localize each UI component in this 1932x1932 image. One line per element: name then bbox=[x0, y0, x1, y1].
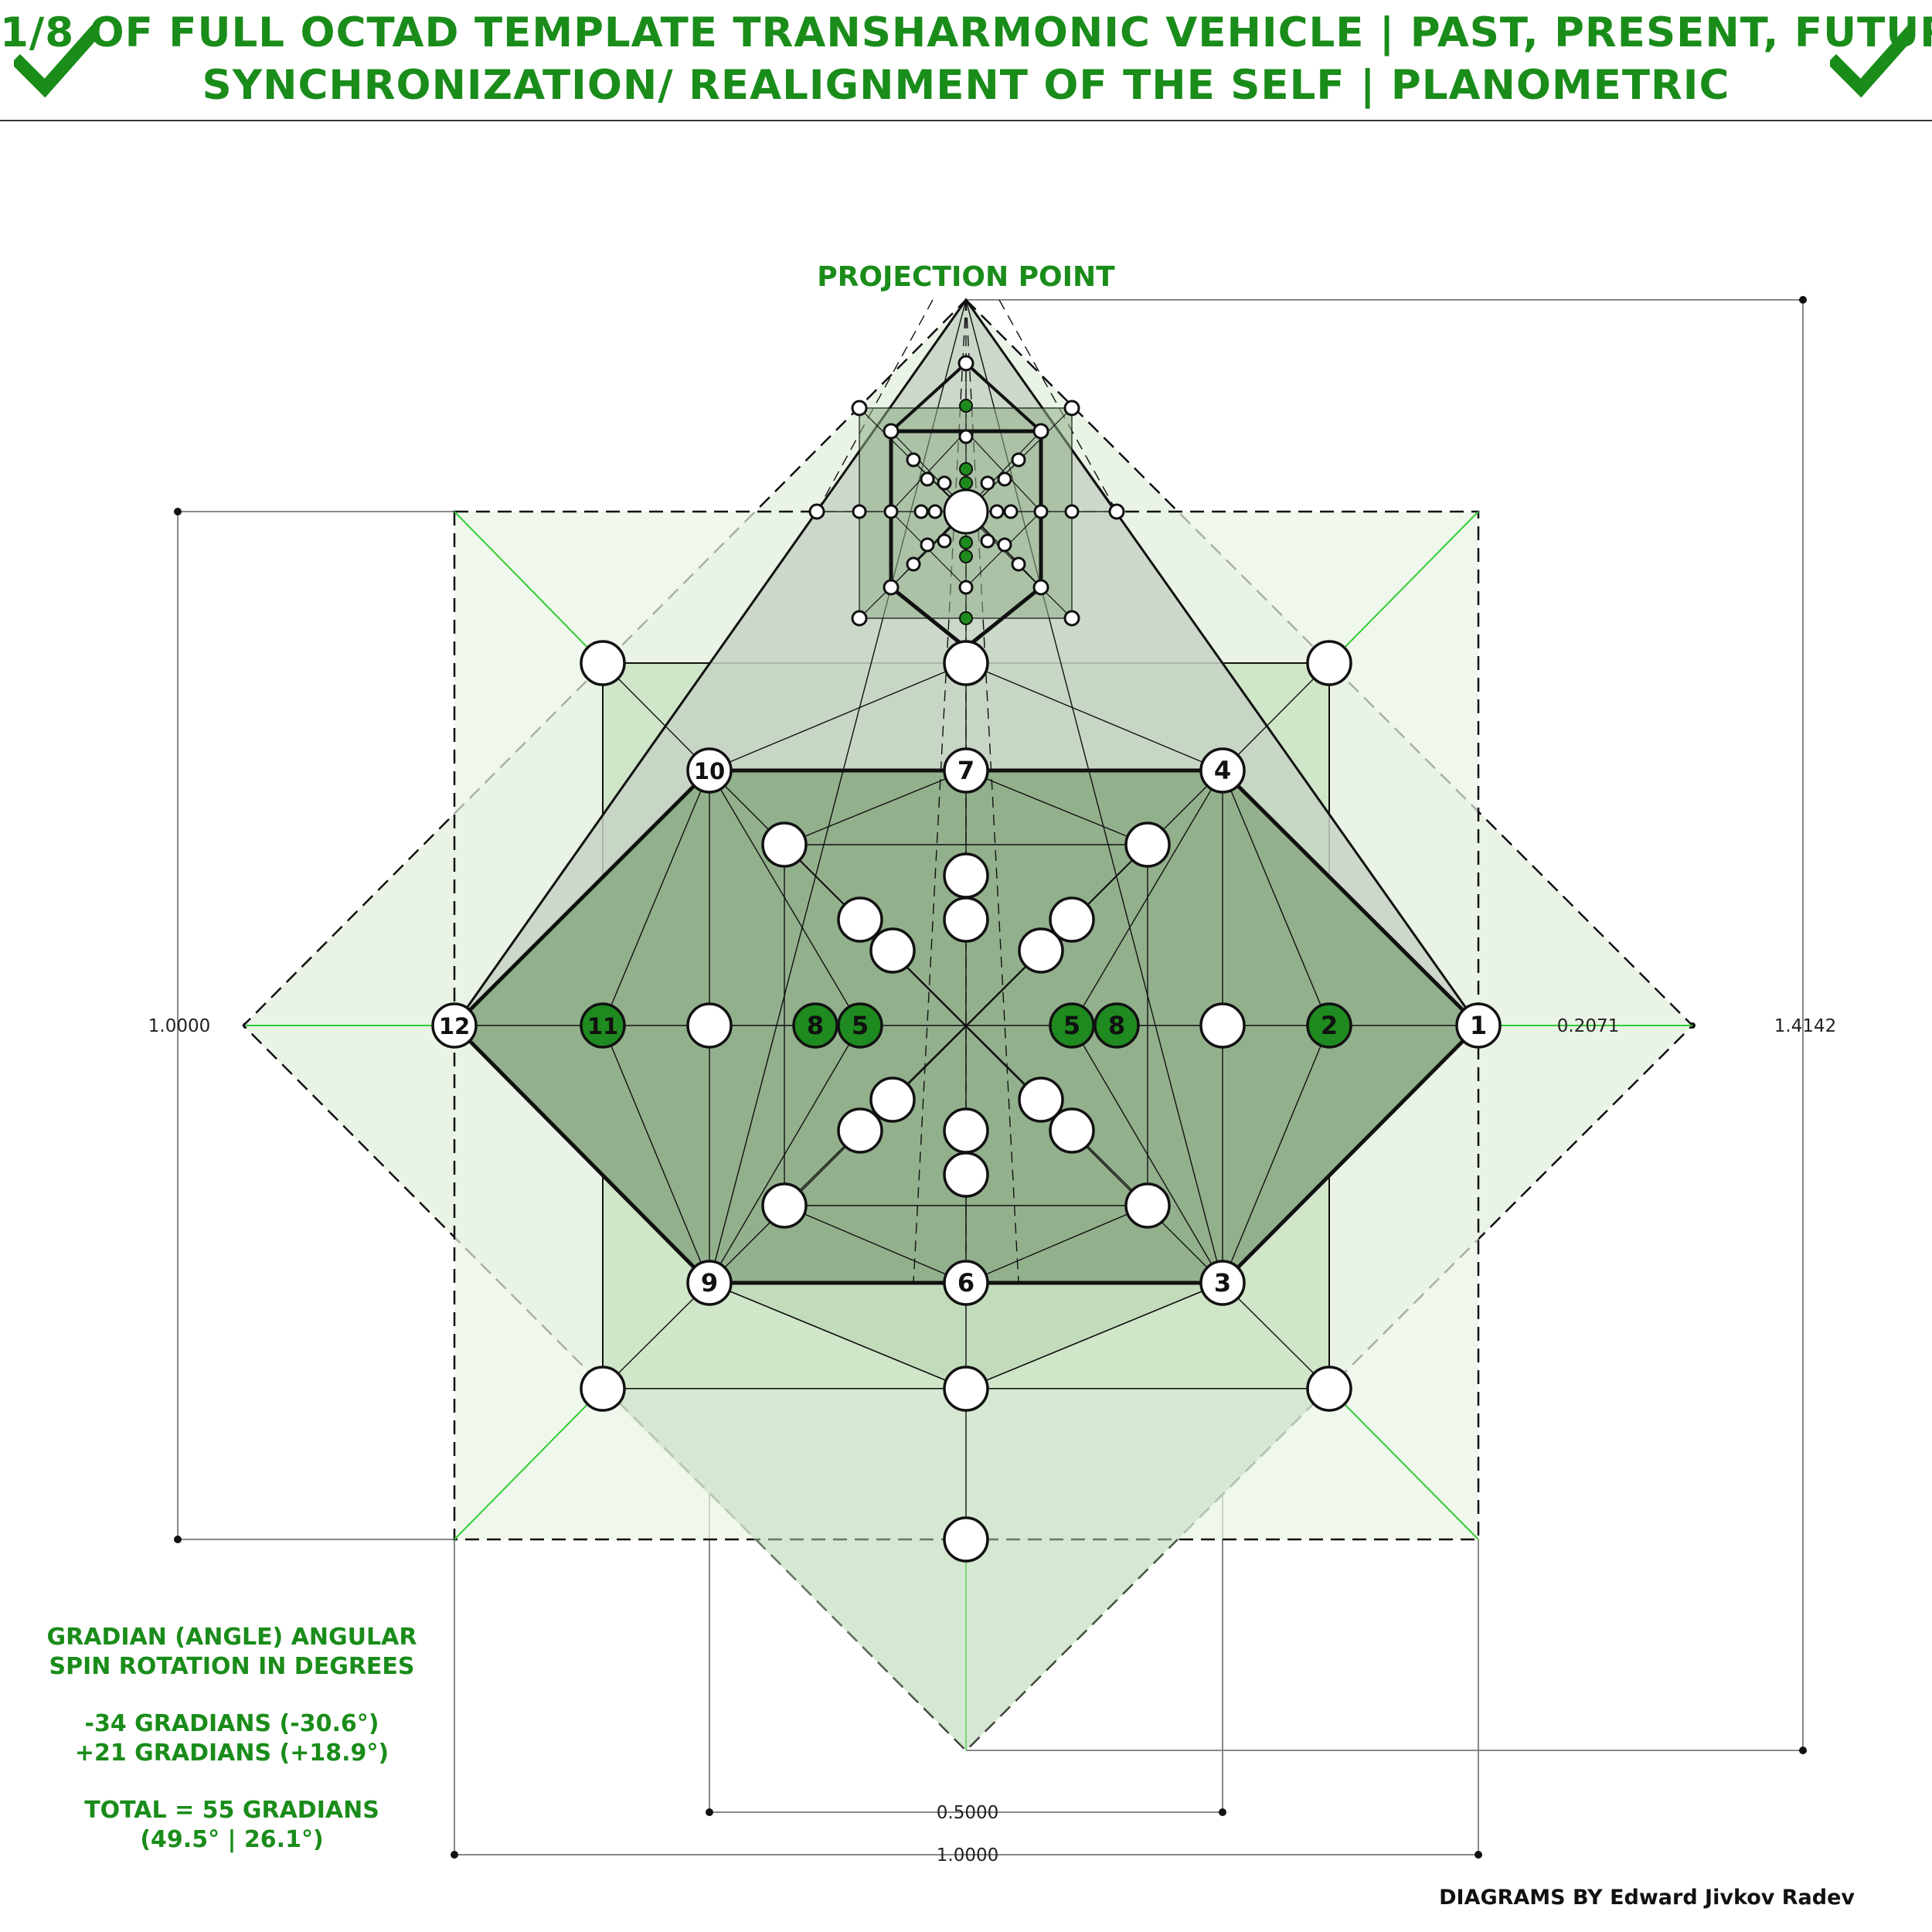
node-label-2: 2 bbox=[1321, 1011, 1338, 1040]
dimension-bottom-full: 1.0000 bbox=[937, 1845, 998, 1866]
title-header: 1/8 OF FULL OCTAD TEMPLATE TRANSHARMONIC… bbox=[0, 0, 1932, 121]
node-5a bbox=[837, 1002, 883, 1049]
dimension-inner-offset: 0.2071 bbox=[1557, 1016, 1619, 1036]
checkmark-icon bbox=[14, 25, 99, 98]
title-line-1: 1/8 OF FULL OCTAD TEMPLATE TRANSHARMONIC… bbox=[0, 9, 1932, 56]
projection-point-label: PROJECTION POINT bbox=[817, 261, 1115, 293]
node-label-8b: 8 bbox=[1108, 1011, 1125, 1040]
title-line-2: SYNCHRONIZATION/ REALIGNMENT OF THE SELF… bbox=[202, 62, 1730, 109]
node-12 bbox=[431, 1002, 478, 1049]
node-label-11: 11 bbox=[587, 1013, 618, 1039]
node-8a bbox=[792, 1002, 838, 1049]
dimension-right-height: 1.4142 bbox=[1774, 1016, 1836, 1036]
node-label-1: 1 bbox=[1470, 1011, 1487, 1040]
node-10 bbox=[686, 747, 733, 794]
node-label-3: 3 bbox=[1214, 1268, 1231, 1298]
node-4 bbox=[1199, 747, 1246, 794]
node-label-4: 4 bbox=[1214, 756, 1231, 785]
numbered-white-nodes bbox=[431, 747, 1502, 1306]
dimension-bottom-half: 0.5000 bbox=[937, 1803, 998, 1823]
lower-diamond-fill bbox=[603, 1389, 1329, 1750]
node-label-5b: 5 bbox=[1063, 1011, 1080, 1040]
top-small-nodes bbox=[808, 355, 1125, 627]
node-3 bbox=[1199, 1260, 1246, 1306]
dimension-left-height: 1.0000 bbox=[148, 1016, 210, 1036]
node-11 bbox=[580, 1002, 626, 1049]
node-7 bbox=[943, 747, 989, 794]
node-5b bbox=[1049, 1002, 1095, 1049]
white-nodes bbox=[580, 640, 1352, 1563]
node-label-6: 6 bbox=[957, 1268, 975, 1298]
node-6 bbox=[943, 1260, 989, 1306]
node-labels: 1 2 3 4 5 5 6 7 8 8 9 10 11 12 bbox=[439, 756, 1487, 1298]
node-9 bbox=[686, 1260, 733, 1306]
guide-lines bbox=[246, 511, 1692, 1750]
node-1 bbox=[1455, 1002, 1502, 1049]
node-label-7: 7 bbox=[957, 756, 975, 785]
node-label-10: 10 bbox=[694, 758, 725, 784]
node-label-8a: 8 bbox=[807, 1011, 824, 1040]
node-label-12: 12 bbox=[439, 1013, 470, 1039]
angle-line-2: +21 GRADIANS (+18.9°) bbox=[74, 1740, 389, 1767]
checkmark-icon bbox=[1830, 25, 1915, 98]
angle-notes: GRADIAN (ANGLE) ANGULAR SPIN ROTATION IN… bbox=[31, 1623, 433, 1855]
dimension-dots bbox=[174, 296, 1807, 1859]
angle-heading-1: GRADIAN (ANGLE) ANGULAR bbox=[46, 1624, 417, 1651]
node-8b bbox=[1094, 1002, 1140, 1049]
node-label-9: 9 bbox=[701, 1268, 718, 1298]
angle-line-1: -34 GRADIANS (-30.6°) bbox=[84, 1710, 379, 1737]
angle-heading-2: SPIN ROTATION IN DEGREES bbox=[49, 1653, 415, 1680]
numbered-green-nodes bbox=[580, 1002, 1352, 1049]
top-green-nodes bbox=[959, 399, 973, 625]
node-2 bbox=[1306, 1002, 1352, 1049]
angle-total-degrees: (49.5° | 26.1°) bbox=[140, 1826, 324, 1853]
node-label-5a: 5 bbox=[852, 1011, 869, 1040]
angle-total: TOTAL = 55 GRADIANS bbox=[84, 1797, 379, 1824]
credit-line: DIAGRAMS BY Edward Jivkov Radev bbox=[1439, 1886, 1855, 1910]
